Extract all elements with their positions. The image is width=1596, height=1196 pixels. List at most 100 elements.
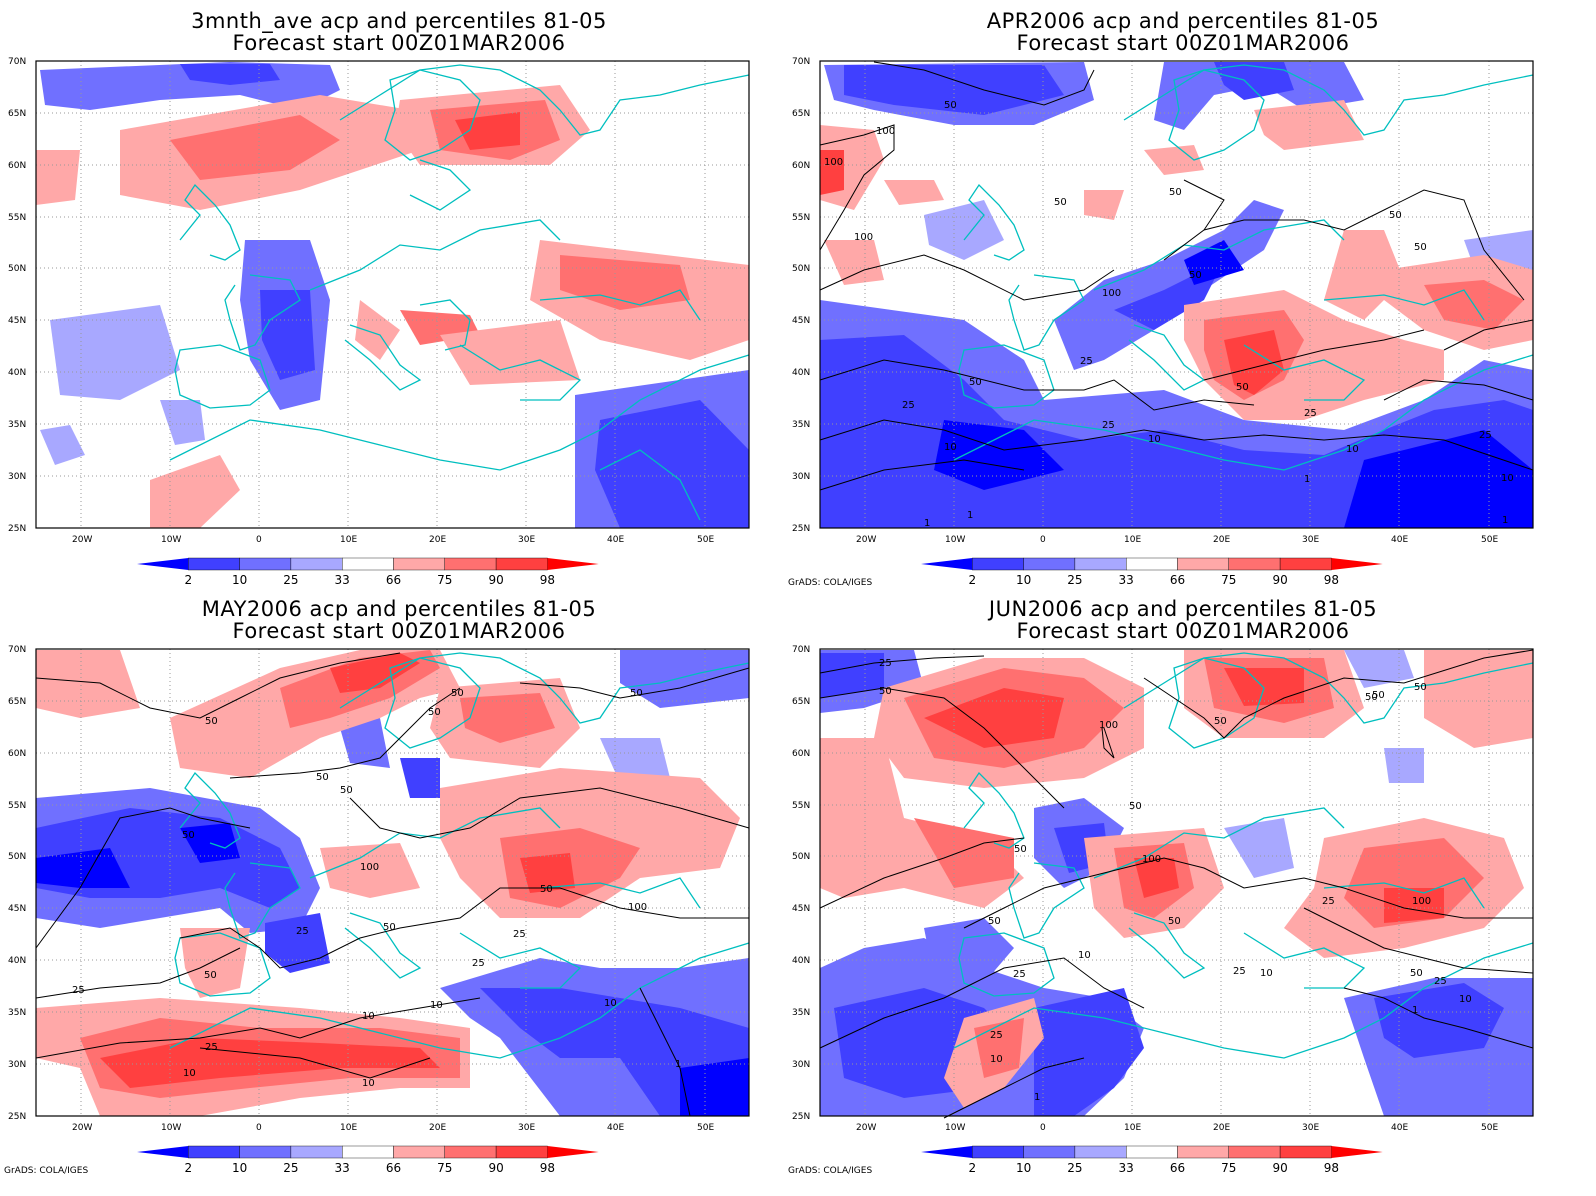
contour-label: 10 bbox=[604, 998, 617, 1009]
contour-label: 25 bbox=[879, 658, 892, 669]
lat-tick-label: 25N bbox=[792, 1112, 810, 1122]
lon-tick-label: 0 bbox=[256, 1123, 262, 1133]
lat-tick-label: 65N bbox=[8, 109, 26, 119]
contour-label: 10 bbox=[362, 1011, 375, 1022]
panel-title: JUN2006 acp and percentiles 81-05 bbox=[988, 597, 1378, 621]
contour-label: 25 bbox=[1479, 430, 1492, 441]
lat-tick-label: 60N bbox=[792, 161, 810, 171]
credit-text: GrADS: COLA/IGES bbox=[788, 578, 873, 588]
lat-tick-label: 30N bbox=[8, 1060, 26, 1070]
lat-tick-label: 30N bbox=[792, 472, 810, 482]
lat-tick-label: 50N bbox=[8, 264, 26, 274]
lon-tick-label: 20E bbox=[429, 535, 446, 545]
contour-label: 10 bbox=[1260, 968, 1273, 979]
colorbar-swatch bbox=[1023, 557, 1076, 571]
colorbar-label: 75 bbox=[1221, 573, 1236, 587]
colorbar-label: 33 bbox=[335, 1161, 350, 1175]
lat-tick-label: 60N bbox=[8, 161, 26, 171]
colorbar-label: 66 bbox=[1170, 573, 1185, 587]
lat-tick-label: 50N bbox=[792, 264, 810, 274]
contour-label: 1 bbox=[675, 1059, 681, 1070]
lat-tick-label: 25N bbox=[8, 524, 26, 534]
contour-label: 25 bbox=[990, 1030, 1003, 1041]
lat-tick-label: 30N bbox=[8, 472, 26, 482]
contour-label: 25 bbox=[72, 985, 85, 996]
colorbar-swatch bbox=[1177, 1145, 1229, 1159]
contour-label: 50 bbox=[879, 686, 892, 697]
contour-label: 1 bbox=[924, 518, 930, 529]
colorbar-swatch bbox=[239, 557, 292, 571]
colorbar-swatch bbox=[495, 557, 548, 571]
contour-label: 100 bbox=[854, 232, 873, 243]
colorbar-label: 33 bbox=[1119, 1161, 1134, 1175]
colorbar-swatch bbox=[1126, 1145, 1178, 1159]
lon-tick-label: 40E bbox=[607, 1123, 624, 1133]
colorbar-label: 2 bbox=[968, 573, 976, 587]
colorbar-label: 66 bbox=[386, 573, 401, 587]
contour-label: 10 bbox=[362, 1078, 375, 1089]
colorbar-swatch bbox=[972, 1145, 1024, 1159]
map-plot: 50 50 50 50 50 50 50 100 25 50 50 25 25 … bbox=[8, 645, 750, 1175]
contour-label: 50 bbox=[1168, 916, 1181, 927]
colorbar-swatch bbox=[290, 1145, 343, 1159]
lat-tick-label: 25N bbox=[792, 524, 810, 534]
lat-tick-label: 45N bbox=[792, 316, 810, 326]
colorbar-arrow-high bbox=[1331, 558, 1383, 570]
lon-tick-label: 40E bbox=[1391, 535, 1408, 545]
map-plot: 70N 65N 60N 55N 50N 45N 40N 35N 30N 25N … bbox=[8, 57, 750, 587]
contour-label: 50 bbox=[182, 830, 195, 841]
colorbar-arrow-low bbox=[921, 1146, 973, 1158]
contour-label: 10 bbox=[1346, 444, 1359, 455]
panel-april-2006: 50 100 100 100 50 50 50 50 100 50 25 25 … bbox=[784, 0, 1582, 598]
lon-tick-label: 0 bbox=[1040, 1123, 1046, 1133]
contour-label: 10 bbox=[1078, 950, 1091, 961]
contour-label: 10 bbox=[1501, 473, 1514, 484]
colorbar: 2 10 25 33 66 75 90 98 bbox=[137, 557, 599, 587]
lat-tick-label: 70N bbox=[8, 645, 26, 655]
contour-label: 100 bbox=[360, 862, 379, 873]
colorbar-swatch bbox=[342, 557, 394, 571]
contour-label: 25 bbox=[902, 400, 915, 411]
lon-tick-label: 50E bbox=[697, 535, 714, 545]
colorbar-label: 25 bbox=[1067, 1161, 1082, 1175]
contour-label: 100 bbox=[1099, 720, 1118, 731]
contour-label: 10 bbox=[1459, 994, 1472, 1005]
colorbar-swatch bbox=[188, 1145, 240, 1159]
shading-positive bbox=[36, 150, 80, 205]
colorbar-label: 98 bbox=[540, 573, 555, 587]
lat-tick-label: 25N bbox=[8, 1112, 26, 1122]
lat-tick-label: 45N bbox=[792, 904, 810, 914]
panel-title: MAY2006 acp and percentiles 81-05 bbox=[201, 597, 597, 621]
lat-tick-label: 55N bbox=[8, 801, 26, 811]
colorbar-swatch bbox=[188, 557, 240, 571]
lon-tick-label: 10E bbox=[340, 1123, 357, 1133]
colorbar-label: 90 bbox=[488, 573, 503, 587]
lat-tick-label: 35N bbox=[792, 1008, 810, 1018]
colorbar-label: 33 bbox=[1119, 573, 1134, 587]
contour-label: 50 bbox=[205, 716, 218, 727]
contour-label: 50 bbox=[1214, 716, 1227, 727]
lon-tick-label: 40E bbox=[607, 535, 624, 545]
map-plot: 50 100 100 100 50 50 50 50 100 50 25 25 … bbox=[792, 57, 1534, 587]
colorbar-swatch bbox=[1279, 1145, 1332, 1159]
lat-tick-label: 40N bbox=[8, 956, 26, 966]
lon-tick-label: 20W bbox=[856, 1123, 876, 1133]
lon-tick-label: 20E bbox=[429, 1123, 446, 1133]
contour-label: 50 bbox=[1129, 801, 1142, 812]
contour-label: 50 bbox=[204, 970, 217, 981]
lat-tick-label: 30N bbox=[792, 1060, 810, 1070]
contour-label: 50 bbox=[1365, 692, 1378, 703]
contour-label: 50 bbox=[1236, 382, 1249, 393]
colorbar-swatch bbox=[1228, 557, 1281, 571]
lon-tick-label: 0 bbox=[256, 535, 262, 545]
lon-tick-label: 10E bbox=[1124, 1123, 1141, 1133]
contour-label: 1 bbox=[1304, 474, 1310, 485]
lat-tick-label: 60N bbox=[792, 749, 810, 759]
colorbar-arrow-low bbox=[921, 558, 973, 570]
colorbar: 2 10 25 33 66 75 90 98 bbox=[137, 1145, 599, 1175]
contour-label: 50 bbox=[1414, 682, 1427, 693]
colorbar: 2 10 25 33 66 75 90 98 bbox=[921, 1145, 1383, 1175]
colorbar-label: 66 bbox=[386, 1161, 401, 1175]
colorbar-label: 25 bbox=[283, 1161, 298, 1175]
